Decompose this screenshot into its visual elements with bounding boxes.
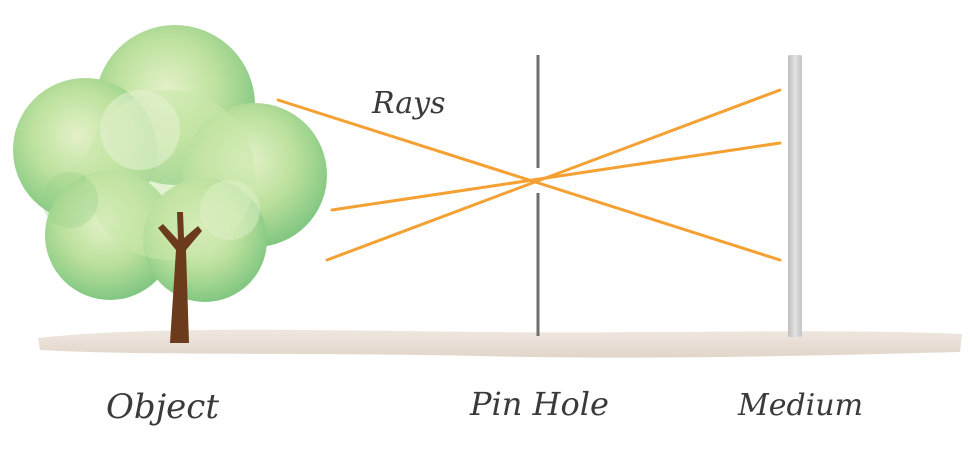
- ground: [38, 329, 962, 358]
- rays-label: Rays: [371, 86, 446, 121]
- ray-bottom: [325, 88, 782, 262]
- pinhole-label: Pin Hole: [469, 385, 609, 423]
- tree-trunk: [158, 212, 202, 343]
- tree-icon: [13, 25, 327, 343]
- medium-screen: [788, 55, 802, 337]
- object-label: Object: [106, 387, 219, 427]
- ray-middle: [330, 141, 782, 212]
- tree-canopy: [13, 25, 327, 302]
- medium-label: Medium: [737, 388, 863, 423]
- rays: [276, 88, 782, 262]
